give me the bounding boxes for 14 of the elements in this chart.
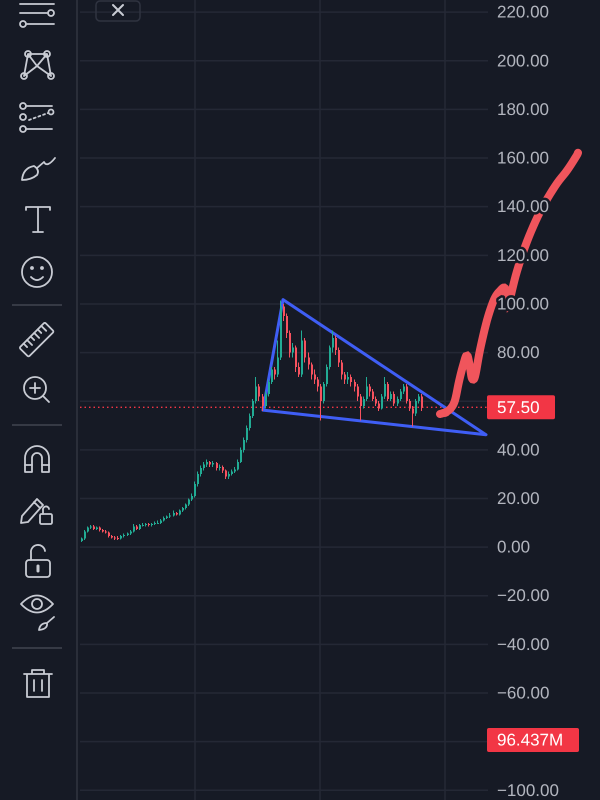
text: 96.437M xyxy=(497,730,564,750)
y-tick-label: −20.00 xyxy=(497,586,550,606)
y-tick-label: −60.00 xyxy=(497,684,550,703)
y-tick-label: 20.00 xyxy=(497,488,540,508)
y-tick-label: 80.00 xyxy=(497,343,540,362)
y-tick-label: 160.00 xyxy=(497,148,549,168)
y-tick-label: 40.00 xyxy=(497,440,540,460)
y-tick-label: 180.00 xyxy=(497,100,549,119)
y-tick-label: −100.00 xyxy=(497,780,559,800)
y-tick-label: 200.00 xyxy=(497,51,549,70)
ref-line-label: 57.50 xyxy=(497,398,540,417)
y-tick-label: −40.00 xyxy=(497,634,550,654)
y-tick-label: 0.00 xyxy=(497,538,530,557)
y-tick-label: 220.00 xyxy=(497,2,549,22)
